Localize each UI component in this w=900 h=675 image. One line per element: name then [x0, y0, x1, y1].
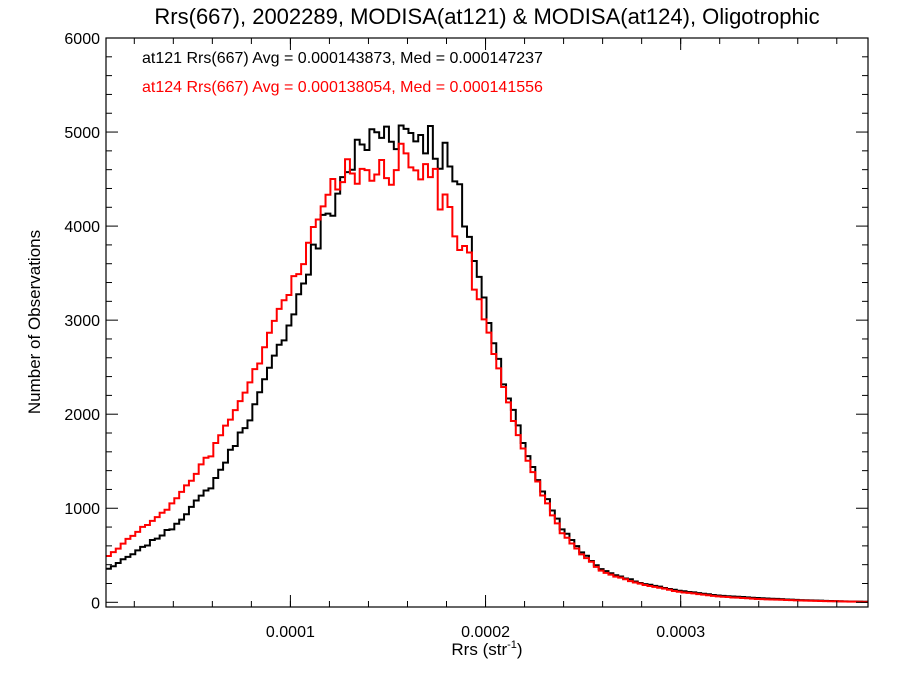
x-axis-label-close: ): [517, 640, 523, 659]
y-axis-label: Number of Observations: [25, 230, 44, 414]
stats-line-at124: at124 Rrs(667) Avg = 0.000138054, Med = …: [142, 79, 543, 96]
y-tick-label: 6000: [64, 31, 100, 48]
y-tick-label: 3000: [64, 313, 100, 330]
x-axis-label: Rrs (str-1): [451, 639, 522, 659]
x-tick-label: 0.0001: [266, 624, 315, 641]
x-tick-label: 0.0003: [656, 624, 705, 641]
series-at121-histogram: [106, 124, 869, 603]
plot-frame: [105, 37, 869, 608]
y-tick-label: 2000: [64, 407, 100, 424]
tick-layer: 0.0001 0.0002 0.0003 0 1000 2000 3000 4000 5000 6…: [64, 31, 868, 641]
series-at124-histogram: [106, 142, 869, 603]
x-axis-label-exponent: -1: [507, 639, 517, 651]
chart-title: Rrs(667), 2002289, MODISA(at121) & MODIS…: [154, 4, 819, 29]
y-tick-label: 0: [91, 595, 100, 612]
y-tick-label: 1000: [64, 501, 100, 518]
x-tick-label: 0.0002: [461, 624, 510, 641]
series-layer: [106, 124, 869, 603]
stats-line-at121: at121 Rrs(667) Avg = 0.000143873, Med = …: [142, 50, 543, 67]
y-tick-label: 4000: [64, 219, 100, 236]
y-tick-label: 5000: [64, 125, 100, 142]
